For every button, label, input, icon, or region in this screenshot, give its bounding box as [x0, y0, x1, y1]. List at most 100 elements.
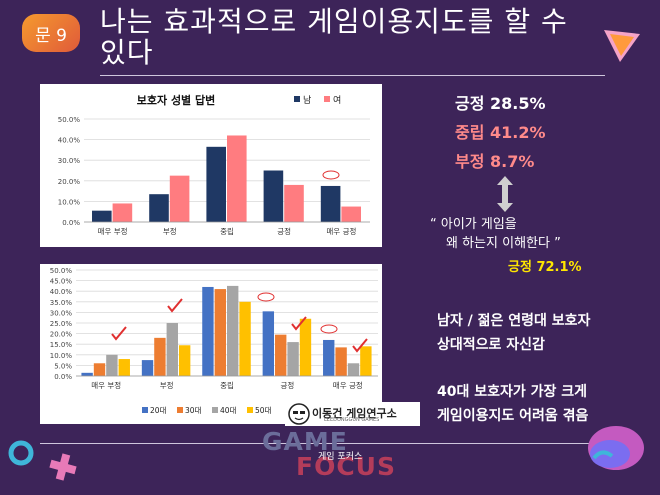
- stat-negative: 부정 8.7%: [455, 152, 535, 171]
- check-mark-icon: [111, 326, 127, 341]
- ring-deco-icon: [8, 440, 34, 466]
- y-tick-label: 40.0%: [58, 137, 81, 145]
- legend-label: 40대: [220, 406, 237, 415]
- y-tick-label: 45.0%: [50, 278, 73, 286]
- y-tick-label: 50.0%: [50, 267, 73, 275]
- bar: [347, 363, 360, 376]
- age-chart-panel: 0.0% 5.0% 10.0% 15.0% 20.0% 25.0% 30.0% 35.0% 40…: [40, 264, 382, 424]
- y-tick-label: 0.0%: [62, 219, 80, 227]
- legend-swatch: [294, 96, 300, 102]
- bar: [118, 359, 130, 376]
- check-mark-icon: [291, 316, 307, 331]
- bar: [81, 372, 93, 376]
- highlight-circle-icon: [320, 324, 338, 334]
- x-tick-label: 매우 긍정: [333, 380, 363, 390]
- bar: [284, 184, 304, 222]
- gender-chart-panel: 보호자 성별 답변 남 여 0.0% 10.0% 20.0% 30.0% 40.0% 50.0%…: [40, 84, 382, 247]
- y-tick-label: 35.0%: [50, 299, 73, 307]
- legend-swatch: [142, 407, 148, 413]
- brand-game: GAME: [262, 427, 348, 456]
- legend-label: 50대: [255, 406, 272, 415]
- y-tick-label: 30.0%: [58, 157, 81, 165]
- stat-positive: 긍정 28.5%: [455, 94, 546, 113]
- note-forties: 40대 보호자가 가장 크게 게임이용지도 어려움 겪음: [437, 380, 588, 428]
- bar: [287, 342, 299, 376]
- highlight-circle-icon: [322, 170, 340, 180]
- note-line-3: 40대 보호자가 가장 크게: [437, 384, 588, 400]
- y-tick-label: 20.0%: [50, 331, 73, 339]
- bar: [239, 301, 251, 376]
- bar: [92, 210, 112, 222]
- logo-face-icon: [288, 403, 310, 425]
- bar: [206, 146, 226, 222]
- title-divider: [100, 75, 605, 76]
- legend-label: 남: [303, 95, 311, 106]
- x-tick-label: 부정: [163, 226, 177, 236]
- double-arrow-icon: [497, 176, 513, 212]
- bar: [227, 135, 247, 222]
- bar: [335, 347, 347, 376]
- bar: [262, 311, 275, 376]
- note-line-1: 남자 / 젊은 연령대 보호자: [437, 313, 591, 329]
- question-badge: 문 9: [22, 14, 80, 52]
- x-tick-label: 매우 부정: [98, 226, 128, 236]
- bar: [202, 286, 214, 376]
- legend-swatch: [247, 407, 253, 413]
- y-tick-label: 0.0%: [54, 373, 72, 381]
- legend-label: 여: [333, 94, 341, 106]
- x-tick-label: 매우 긍정: [326, 226, 356, 236]
- logo-name: 이동건 게임연구소: [312, 407, 397, 420]
- gamepad-deco-icon: [588, 426, 644, 470]
- age-chart: 0.0% 5.0% 10.0% 15.0% 20.0% 25.0% 30.0% 35.0% 40…: [50, 267, 378, 415]
- logo-sub: LEEDONGGUN GAMES: [324, 417, 380, 423]
- quote-highlight: 긍정 72.1%: [508, 260, 582, 275]
- legend-swatch: [177, 407, 183, 413]
- slide-title: 나는 효과적으로 게임이용지도를 할 수 있다: [100, 6, 620, 68]
- gender-chart: 보호자 성별 답변 남 여 0.0% 10.0% 20.0% 30.0% 40.0% 50.0%…: [58, 93, 370, 236]
- bar: [178, 345, 191, 376]
- x-tick-label: 긍정: [277, 226, 291, 236]
- x-tick-label: 중립: [220, 227, 234, 236]
- note-line-4: 게임이용지도 어려움 겪음: [437, 408, 589, 424]
- bar: [263, 170, 284, 222]
- check-mark-icon: [167, 298, 183, 313]
- bar: [275, 334, 287, 376]
- bar: [360, 346, 372, 376]
- y-tick-label: 10.0%: [50, 352, 73, 360]
- brand-focus: FOCUS: [296, 452, 396, 481]
- bar: [341, 206, 361, 222]
- bottom-divider: [40, 443, 610, 444]
- bar: [106, 354, 118, 376]
- bar: [323, 339, 335, 376]
- y-tick-label: 50.0%: [58, 116, 81, 124]
- x-tick-label: 긍정: [280, 380, 294, 390]
- y-tick-label: 30.0%: [50, 309, 73, 317]
- bar: [299, 318, 312, 376]
- y-tick-label: 40.0%: [50, 288, 73, 296]
- brand-small: 게임 포커스: [318, 452, 363, 462]
- check-mark-icon: [352, 338, 368, 353]
- bar: [112, 203, 133, 222]
- x-tick-label: 부정: [160, 380, 174, 390]
- x-tick-label: 중립: [220, 381, 234, 390]
- legend-label: 20대: [150, 406, 167, 415]
- title-line-2: 있다: [100, 36, 154, 69]
- legend-swatch: [212, 407, 218, 413]
- bar: [169, 175, 190, 222]
- bar: [141, 360, 154, 376]
- x-tick-label: 매우 부정: [91, 380, 121, 390]
- legend-label: 30대: [185, 406, 202, 415]
- bar: [166, 323, 178, 376]
- note-line-2: 상대적으로 자신감: [437, 337, 545, 353]
- note-young-male: 남자 / 젊은 연령대 보호자 상대적으로 자신감: [437, 309, 590, 357]
- title-line-1: 나는 효과적으로 게임이용지도를 할 수: [100, 5, 568, 38]
- quote-text: “ 아이가 게임을 왜 하는지 이해한다 ”: [430, 215, 561, 253]
- bar: [93, 363, 106, 376]
- y-tick-label: 15.0%: [50, 341, 73, 349]
- y-tick-label: 25.0%: [50, 320, 73, 328]
- bar: [149, 194, 169, 222]
- stat-neutral: 중립 41.2%: [455, 123, 546, 142]
- quote-line-2: 왜 하는지 이해한다 ”: [446, 236, 561, 251]
- triangle-deco-icon: [604, 30, 640, 62]
